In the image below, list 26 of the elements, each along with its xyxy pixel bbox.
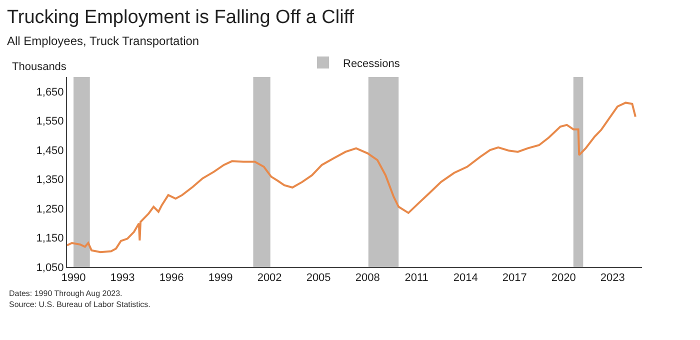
x-tick-label: 2017: [502, 272, 527, 284]
y-tick-label: 1,150: [36, 232, 64, 245]
x-tick-label: 1993: [110, 272, 135, 284]
chart-title: Trucking Employment is Falling Off a Cliff: [7, 7, 355, 28]
y-tick-label: 1,450: [36, 144, 64, 157]
x-tick-label: 2023: [600, 272, 625, 284]
y-tick-label: 1,050: [36, 262, 64, 274]
y-tick-label: 1,550: [36, 116, 64, 128]
y-axis-title: Thousands: [12, 61, 67, 73]
x-tick-label: 1996: [159, 272, 184, 284]
x-tick-label: 2008: [355, 272, 380, 284]
legend-label: Recessions: [343, 58, 400, 70]
line-series: [67, 102, 636, 254]
source-note: Source: U.S. Bureau of Labor Statistics.: [9, 300, 150, 309]
y-tick-label: 1,650: [36, 86, 64, 98]
x-tick-label: 2011: [404, 272, 428, 284]
x-tick-label: 2005: [306, 272, 331, 284]
x-tick-label: 1999: [208, 272, 233, 284]
x-tick-label: 2002: [257, 272, 282, 284]
x-tick-label: 2020: [551, 272, 576, 284]
text: Dates: 1990 Through Aug 2023.: [9, 289, 122, 298]
y-tick-label: 1,350: [36, 174, 64, 186]
x-tick-label: 2014: [453, 272, 478, 284]
chart-subtitle: All Employees, Truck Transportation: [7, 34, 200, 48]
y-tick-label: 1,250: [36, 203, 64, 216]
x-tick-label: 1990: [61, 272, 86, 284]
